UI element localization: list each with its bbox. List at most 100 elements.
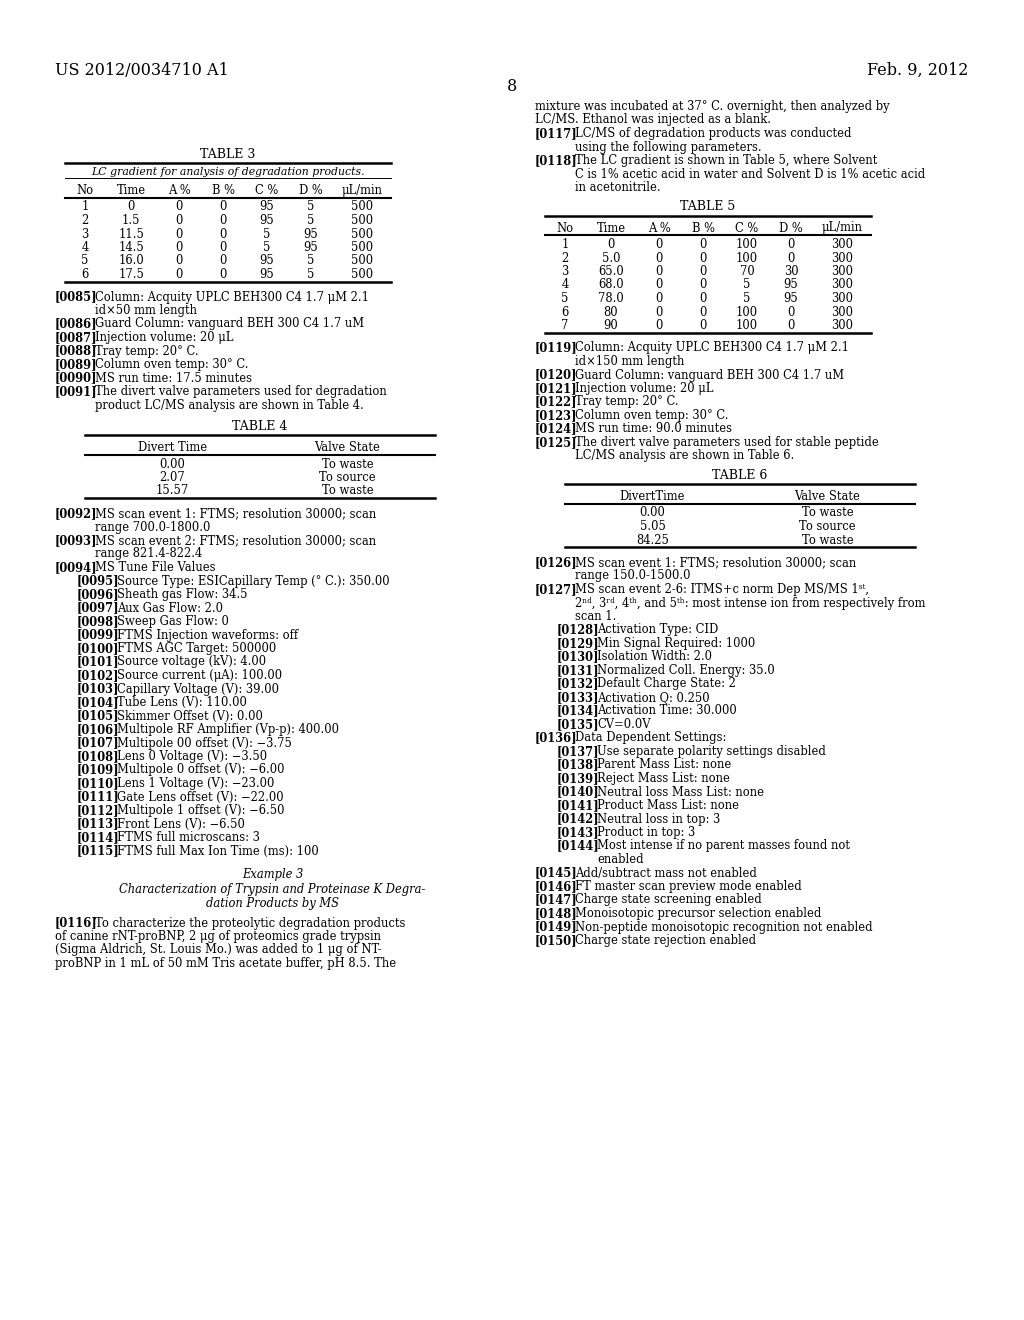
Text: Parent Mass List: none: Parent Mass List: none	[597, 759, 731, 771]
Text: 5: 5	[307, 255, 314, 268]
Text: 68.0: 68.0	[598, 279, 624, 292]
Text: TABLE 3: TABLE 3	[201, 148, 256, 161]
Text: Skimmer Offset (V): 0.00: Skimmer Offset (V): 0.00	[117, 710, 263, 722]
Text: [0103]: [0103]	[77, 682, 120, 696]
Text: 95: 95	[304, 227, 318, 240]
Text: 100: 100	[736, 305, 758, 318]
Text: 0: 0	[699, 265, 707, 279]
Text: [0136]: [0136]	[535, 731, 578, 744]
Text: 17.5: 17.5	[118, 268, 144, 281]
Text: MS scan event 2: FTMS; resolution 30000; scan: MS scan event 2: FTMS; resolution 30000;…	[95, 535, 376, 546]
Text: Example 3: Example 3	[242, 869, 303, 880]
Text: 0: 0	[219, 255, 226, 268]
Text: Non-peptide monoisotopic recognition not enabled: Non-peptide monoisotopic recognition not…	[575, 920, 872, 933]
Text: 500: 500	[351, 227, 373, 240]
Text: [0134]: [0134]	[557, 705, 600, 718]
Text: of canine rNT-proBNP, 2 μg of proteomics grade trypsin: of canine rNT-proBNP, 2 μg of proteomics…	[55, 931, 381, 942]
Text: Multipole 00 offset (V): −3.75: Multipole 00 offset (V): −3.75	[117, 737, 292, 750]
Text: 500: 500	[351, 268, 373, 281]
Text: [0126]: [0126]	[535, 556, 578, 569]
Text: Column: Acquity UPLC BEH300 C4 1.7 μM 2.1: Column: Acquity UPLC BEH300 C4 1.7 μM 2.…	[95, 290, 369, 304]
Text: [0110]: [0110]	[77, 777, 120, 789]
Text: [0120]: [0120]	[535, 368, 578, 381]
Text: Source Type: ESICapillary Temp (° C.): 350.00: Source Type: ESICapillary Temp (° C.): 3…	[117, 574, 389, 587]
Text: FTMS Injection waveforms: off: FTMS Injection waveforms: off	[117, 628, 298, 642]
Text: 5: 5	[81, 255, 89, 268]
Text: D %: D %	[299, 183, 323, 197]
Text: TABLE 6: TABLE 6	[713, 469, 768, 482]
Text: 4: 4	[561, 279, 568, 292]
Text: 80: 80	[604, 305, 618, 318]
Text: Column oven temp: 30° C.: Column oven temp: 30° C.	[575, 409, 728, 422]
Text: Charge state rejection enabled: Charge state rejection enabled	[575, 935, 756, 946]
Text: [0107]: [0107]	[77, 737, 120, 750]
Text: Lens 1 Voltage (V): −23.00: Lens 1 Voltage (V): −23.00	[117, 777, 274, 789]
Text: 3: 3	[561, 265, 568, 279]
Text: 1: 1	[561, 238, 568, 251]
Text: Product in top: 3: Product in top: 3	[597, 826, 695, 840]
Text: 2ⁿᵈ, 3ʳᵈ, 4ᵗʰ, and 5ᵗʰ: most intense ion from respectively from: 2ⁿᵈ, 3ʳᵈ, 4ᵗʰ, and 5ᵗʰ: most intense ion…	[575, 597, 926, 610]
Text: [0129]: [0129]	[557, 638, 600, 649]
Text: 5.0: 5.0	[602, 252, 621, 264]
Text: [0109]: [0109]	[77, 763, 120, 776]
Text: 300: 300	[831, 238, 853, 251]
Text: [0113]: [0113]	[77, 817, 120, 830]
Text: 5: 5	[263, 242, 270, 253]
Text: FT master scan preview mode enabled: FT master scan preview mode enabled	[575, 880, 802, 894]
Text: C %: C %	[255, 183, 279, 197]
Text: 5: 5	[743, 292, 751, 305]
Text: [0133]: [0133]	[557, 690, 599, 704]
Text: [0128]: [0128]	[557, 623, 600, 636]
Text: To waste: To waste	[322, 458, 374, 470]
Text: 5: 5	[307, 201, 314, 214]
Text: 0: 0	[787, 252, 795, 264]
Text: Most intense if no parent masses found not: Most intense if no parent masses found n…	[597, 840, 850, 853]
Text: [0104]: [0104]	[77, 696, 120, 709]
Text: [0102]: [0102]	[77, 669, 120, 682]
Text: 95: 95	[260, 201, 274, 214]
Text: [0114]: [0114]	[77, 832, 120, 843]
Text: 500: 500	[351, 214, 373, 227]
Text: 5.05: 5.05	[640, 520, 666, 533]
Text: 0: 0	[655, 252, 663, 264]
Text: [0090]: [0090]	[55, 371, 97, 384]
Text: Valve State: Valve State	[314, 441, 381, 454]
Text: To source: To source	[319, 471, 376, 484]
Text: 2: 2	[561, 252, 568, 264]
Text: Injection volume: 20 μL: Injection volume: 20 μL	[95, 331, 233, 345]
Text: [0138]: [0138]	[557, 759, 600, 771]
Text: 84.25: 84.25	[636, 533, 669, 546]
Text: To waste: To waste	[322, 484, 374, 498]
Text: Gate Lens offset (V): −22.00: Gate Lens offset (V): −22.00	[117, 791, 284, 804]
Text: Capillary Voltage (V): 39.00: Capillary Voltage (V): 39.00	[117, 682, 279, 696]
Text: 300: 300	[831, 319, 853, 333]
Text: 0: 0	[655, 305, 663, 318]
Text: [0135]: [0135]	[557, 718, 600, 731]
Text: [0148]: [0148]	[535, 907, 578, 920]
Text: 0: 0	[607, 238, 614, 251]
Text: 0: 0	[655, 319, 663, 333]
Text: Feb. 9, 2012: Feb. 9, 2012	[866, 62, 968, 79]
Text: Source current (μA): 100.00: Source current (μA): 100.00	[117, 669, 283, 682]
Text: A %: A %	[168, 183, 190, 197]
Text: 4: 4	[81, 242, 89, 253]
Text: MS run time: 17.5 minutes: MS run time: 17.5 minutes	[95, 371, 252, 384]
Text: [0096]: [0096]	[77, 587, 120, 601]
Text: product LC/MS analysis are shown in Table 4.: product LC/MS analysis are shown in Tabl…	[95, 399, 364, 412]
Text: 6: 6	[561, 305, 568, 318]
Text: enabled: enabled	[597, 853, 644, 866]
Text: To source: To source	[799, 520, 856, 533]
Text: [0093]: [0093]	[55, 535, 97, 546]
Text: 65.0: 65.0	[598, 265, 624, 279]
Text: 0: 0	[655, 265, 663, 279]
Text: Activation Q: 0.250: Activation Q: 0.250	[597, 690, 710, 704]
Text: 5: 5	[307, 214, 314, 227]
Text: 78.0: 78.0	[598, 292, 624, 305]
Text: 5: 5	[561, 292, 568, 305]
Text: CV=0.0V: CV=0.0V	[597, 718, 650, 731]
Text: 0: 0	[699, 252, 707, 264]
Text: 95: 95	[260, 255, 274, 268]
Text: C %: C %	[735, 222, 759, 235]
Text: 0: 0	[127, 201, 135, 214]
Text: B %: B %	[212, 183, 234, 197]
